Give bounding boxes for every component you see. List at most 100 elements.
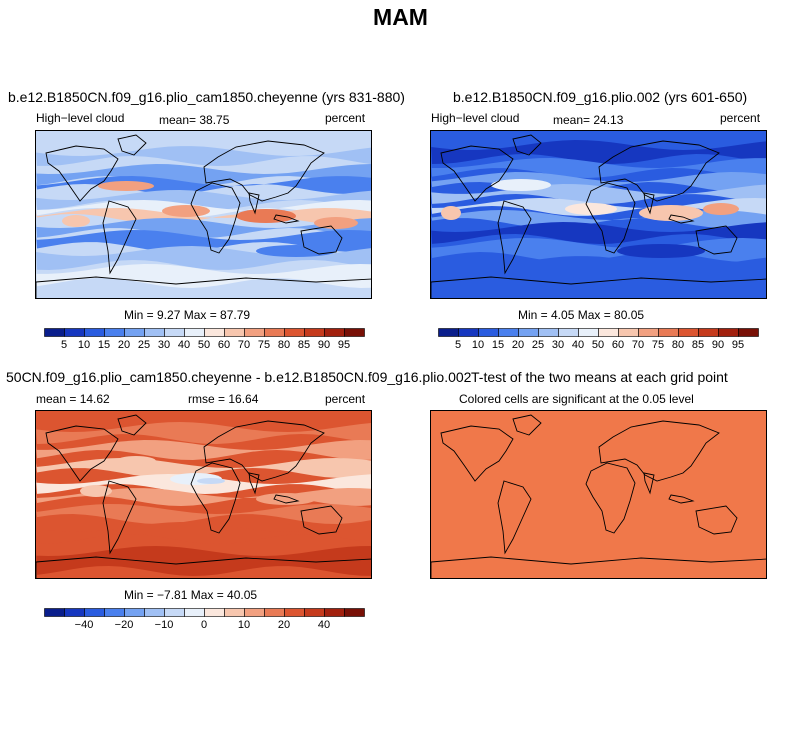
colorbar-swatch <box>64 608 85 617</box>
colorbar-swatch <box>738 328 759 337</box>
colorbar-tick-label: 75 <box>652 339 664 350</box>
cloud-field <box>431 140 766 282</box>
colorbar-swatch <box>264 608 285 617</box>
panel-4-title: T-test of the two means at each grid poi… <box>471 369 728 385</box>
colorbar-swatch <box>458 328 479 337</box>
colorbar-swatch <box>558 328 579 337</box>
colorbar-swatch <box>264 328 285 337</box>
colorbar-swatch <box>618 328 639 337</box>
panel-2-colorbar: 5 10 15 20 25 30 40 50 60 70 75 80 85 90 95 <box>438 328 760 355</box>
panel-2-mean-label: mean= 24.13 <box>553 113 624 127</box>
colorbar-swatch <box>184 328 205 337</box>
colorbar-tick-label: 40 <box>318 619 330 630</box>
colorbar-tick-label: 15 <box>98 339 110 350</box>
panel-2-units-label: percent <box>720 111 761 125</box>
colorbar-tick-label: 20 <box>278 619 290 630</box>
colorbar-swatch <box>284 328 305 337</box>
colorbar-tick-label: 0 <box>201 619 207 630</box>
figure-title: MAM <box>373 4 428 30</box>
colorbar-tick-label: −40 <box>75 619 94 630</box>
colorbar-swatch <box>64 328 85 337</box>
colorbar-tick-label: 85 <box>298 339 310 350</box>
colorbar-swatch <box>224 328 245 337</box>
colorbar-swatch <box>344 328 365 337</box>
colorbar-swatch <box>84 328 105 337</box>
colorbar-swatch <box>164 608 185 617</box>
continent-outlines <box>431 134 766 298</box>
colorbar-swatch <box>598 328 619 337</box>
panel-1-map <box>35 130 372 299</box>
colorbar-tick-label: 90 <box>712 339 724 350</box>
colorbar-tick-label: 30 <box>552 339 564 350</box>
colorbar-tick-label: −20 <box>115 619 134 630</box>
colorbar-tick-label: 20 <box>512 339 524 350</box>
panel-2-map <box>430 130 767 299</box>
panel-4-significance-note: Colored cells are significant at the 0.0… <box>459 392 694 406</box>
colorbar-tick-label: 50 <box>592 339 604 350</box>
colorbar-tick-label: 15 <box>492 339 504 350</box>
colorbar-swatch <box>538 328 559 337</box>
colorbar-swatch <box>324 328 345 337</box>
panel-2-minmax: Min = 4.05 Max = 80.05 <box>518 308 645 322</box>
continent-outlines <box>36 134 371 298</box>
panel-3-map <box>35 410 372 579</box>
panel-1-variable-label: High−level cloud <box>36 111 125 125</box>
colorbar-tick-label: 10 <box>472 339 484 350</box>
panel-4-map <box>430 410 767 579</box>
colorbar-swatch <box>244 608 265 617</box>
colorbar-swatch <box>638 328 659 337</box>
panel-1-minmax: Min = 9.27 Max = 87.79 <box>124 308 251 322</box>
colorbar-tick-label: 40 <box>572 339 584 350</box>
colorbar-swatch <box>224 608 245 617</box>
colorbar-swatch <box>344 608 365 617</box>
panel-3-rmse-label: rmse = 16.64 <box>188 392 259 406</box>
panel-2-variable-label: High−level cloud <box>431 111 520 125</box>
colorbar-swatch <box>84 608 105 617</box>
colorbar-tick-label: 95 <box>732 339 744 350</box>
colorbar-swatch <box>104 608 125 617</box>
colorbar-swatch <box>144 328 165 337</box>
colorbar-swatch <box>184 608 205 617</box>
colorbar-tick-label: 85 <box>692 339 704 350</box>
colorbar-tick-label: 90 <box>318 339 330 350</box>
colorbar-swatch <box>44 608 65 617</box>
colorbar-tick-label: −10 <box>155 619 174 630</box>
colorbar-tick-label: 5 <box>61 339 67 350</box>
colorbar-swatch <box>498 328 519 337</box>
colorbar-swatch <box>438 328 459 337</box>
colorbar-tick-label: 10 <box>78 339 90 350</box>
panel-1-units-label: percent <box>325 111 366 125</box>
panel-2-title: b.e12.B1850CN.f09_g16.plio.002 (yrs 601-… <box>453 89 748 105</box>
colorbar-swatch <box>478 328 499 337</box>
colorbar-swatch <box>658 328 679 337</box>
colorbar-swatch <box>518 328 539 337</box>
colorbar-tick-label: 50 <box>198 339 210 350</box>
colorbar-swatch <box>104 328 125 337</box>
colorbar-tick-label: 25 <box>138 339 150 350</box>
colorbar-tick-label: 75 <box>258 339 270 350</box>
colorbar-tick-label: 80 <box>672 339 684 350</box>
colorbar-swatch <box>44 328 65 337</box>
colorbar-swatch <box>284 608 305 617</box>
colorbar-tick-label: 95 <box>338 339 350 350</box>
colorbar-tick-label: 60 <box>218 339 230 350</box>
continent-outlines <box>431 414 766 578</box>
colorbar-tick-label: 80 <box>278 339 290 350</box>
colorbar-swatch <box>324 608 345 617</box>
panel-3-minmax: Min = −7.81 Max = 40.05 <box>124 588 258 602</box>
panel-3-colorbar: −40 −20 −10 0 10 20 40 <box>44 608 366 635</box>
continent-outlines <box>36 414 371 578</box>
colorbar-tick-label: 25 <box>532 339 544 350</box>
colorbar-tick-label: 30 <box>158 339 170 350</box>
colorbar-swatch <box>578 328 599 337</box>
colorbar-tick-label: 70 <box>632 339 644 350</box>
panel-3-units-label: percent <box>325 392 366 406</box>
colorbar-swatch <box>124 328 145 337</box>
colorbar-swatch <box>244 328 265 337</box>
colorbar-swatch <box>678 328 699 337</box>
colorbar-swatch <box>144 608 165 617</box>
cloud-field <box>36 422 371 576</box>
colorbar-swatch <box>204 328 225 337</box>
colorbar-tick-label: 60 <box>612 339 624 350</box>
colorbar-tick-label: 10 <box>238 619 250 630</box>
